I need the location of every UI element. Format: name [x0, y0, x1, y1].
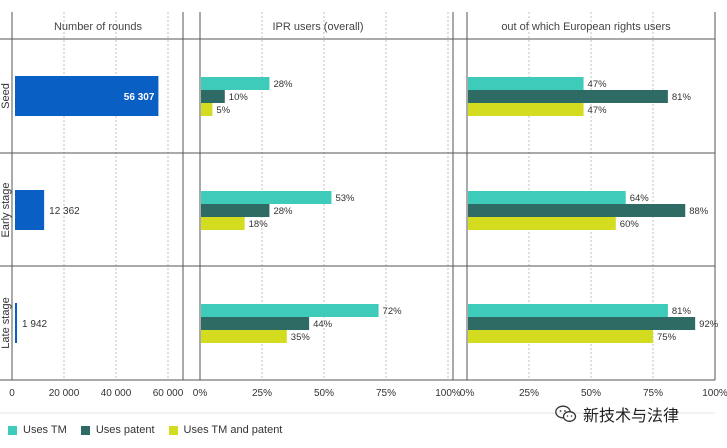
- bar-label-panel3-early-stage-uses-tm-and-patent: 60%: [620, 219, 640, 230]
- bar-panel2-late-stage-uses-patent: [201, 317, 310, 330]
- bar-panel2-seed-uses-tm: [201, 77, 270, 90]
- tick-label-panel3-2: 50%: [581, 388, 601, 399]
- tick-label-panel2-1: 25%: [252, 388, 272, 399]
- bar-label-panel3-late-stage-uses-tm: 81%: [672, 306, 692, 317]
- legend-item-uses-patent: Uses patent: [80, 424, 155, 436]
- wechat-icon: [555, 405, 577, 422]
- panel-title-1: Number of rounds: [54, 21, 143, 33]
- legend-swatch-uses-tm-and-patent: [168, 425, 178, 435]
- bar-label-panel2-seed-uses-tm-and-patent: 5%: [216, 105, 230, 116]
- rounds-label-early-stage: 12 362: [49, 206, 80, 217]
- tick-label-panel3-1: 25%: [519, 388, 539, 399]
- bar-panel2-early-stage-uses-tm: [201, 191, 332, 204]
- bar-label-panel2-late-stage-uses-tm: 72%: [383, 306, 403, 317]
- panel-title-3: out of which European rights users: [501, 21, 671, 33]
- bar-label-panel2-late-stage-uses-tm-and-patent: 35%: [291, 332, 311, 343]
- bar-label-panel3-late-stage-uses-patent: 92%: [699, 319, 719, 330]
- watermark: 新技术与法律: [555, 402, 679, 426]
- tick-label-panel1-1: 20 000: [49, 388, 80, 399]
- bar-label-panel2-seed-uses-tm: 28%: [273, 79, 293, 90]
- panel-title-2: IPR users (overall): [272, 21, 363, 33]
- rounds-bar-early-stage: [15, 190, 45, 230]
- watermark-text: 新技术与法律: [583, 406, 680, 425]
- bar-label-panel2-seed-uses-patent: 10%: [229, 92, 249, 103]
- tick-label-panel3-0: 0%: [460, 388, 475, 399]
- bar-label-panel2-early-stage-uses-tm: 53%: [335, 193, 355, 204]
- tick-label-panel1-3: 60 000: [153, 388, 184, 399]
- legend-item-uses-tm: Uses TM: [8, 424, 67, 436]
- rounds-bar-seed: [15, 76, 159, 116]
- rounds-label-late-stage: 1 942: [22, 319, 47, 330]
- bar-panel3-seed-uses-tm-and-patent: [468, 103, 584, 116]
- bar-label-panel2-early-stage-uses-patent: 28%: [273, 206, 293, 217]
- bar-label-panel2-early-stage-uses-tm-and-patent: 18%: [249, 219, 269, 230]
- tick-label-panel2-2: 50%: [314, 388, 334, 399]
- bar-label-panel3-seed-uses-patent: 81%: [672, 92, 692, 103]
- bar-panel3-seed-uses-tm: [468, 77, 584, 90]
- bar-label-panel3-late-stage-uses-tm-and-patent: 75%: [657, 332, 677, 343]
- tick-label-panel1-2: 40 000: [101, 388, 132, 399]
- legend-swatch-uses-tm: [8, 425, 17, 435]
- bar-panel2-seed-uses-patent: [201, 90, 225, 103]
- bar-panel2-early-stage-uses-patent: [201, 204, 270, 217]
- category-label-seed: Seed: [0, 83, 12, 109]
- legend-swatch-uses-patent: [80, 425, 90, 435]
- bar-panel2-late-stage-uses-tm-and-patent: [201, 330, 287, 343]
- tick-label-panel3-3: 75%: [643, 388, 663, 399]
- category-label-late-stage: Late stage: [0, 297, 12, 348]
- bar-panel3-late-stage-uses-patent: [468, 317, 696, 330]
- bar-label-panel2-late-stage-uses-patent: 44%: [313, 319, 333, 330]
- bar-label-panel3-early-stage-uses-tm: 64%: [630, 193, 650, 204]
- legend-label-uses-patent: Uses patent: [95, 424, 155, 436]
- bar-panel3-early-stage-uses-tm: [468, 191, 626, 204]
- bar-panel2-seed-uses-tm-and-patent: [201, 103, 213, 116]
- tick-label-panel3-4: 100%: [702, 388, 727, 399]
- legend-label-uses-tm-and-patent: Uses TM and patent: [183, 424, 283, 436]
- legend: Uses TM Uses patent Uses TM and patent: [8, 421, 296, 439]
- bar-panel3-early-stage-uses-patent: [468, 204, 686, 217]
- rounds-label-seed: 56 307: [124, 92, 155, 103]
- bar-panel3-late-stage-uses-tm-and-patent: [468, 330, 653, 343]
- category-label-early-stage: Early stage: [0, 182, 12, 237]
- rounds-bar-late-stage: [15, 303, 18, 343]
- tick-label-panel2-3: 75%: [376, 388, 396, 399]
- tick-label-panel2-0: 0%: [193, 388, 208, 399]
- bar-panel3-late-stage-uses-tm: [468, 304, 668, 317]
- bar-panel2-early-stage-uses-tm-and-patent: [201, 217, 245, 230]
- bar-label-panel3-seed-uses-tm: 47%: [588, 79, 608, 90]
- legend-label-uses-tm: Uses TM: [23, 424, 67, 436]
- legend-item-uses-tm-and-patent: Uses TM and patent: [168, 424, 283, 436]
- bar-label-panel3-early-stage-uses-patent: 88%: [689, 206, 709, 217]
- bar-panel3-seed-uses-patent: [468, 90, 668, 103]
- tick-label-panel1-0: 0: [9, 388, 15, 399]
- bar-label-panel3-seed-uses-tm-and-patent: 47%: [588, 105, 608, 116]
- bar-panel2-late-stage-uses-tm: [201, 304, 379, 317]
- bar-panel3-early-stage-uses-tm-and-patent: [468, 217, 616, 230]
- tick-label-panel2-4: 100%: [435, 388, 461, 399]
